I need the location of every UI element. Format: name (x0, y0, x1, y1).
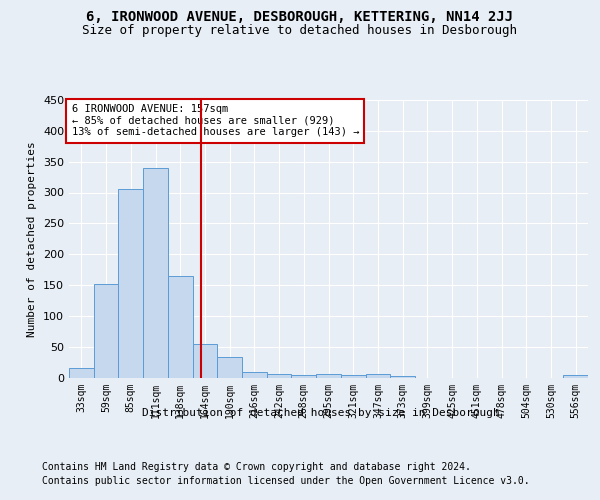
Bar (94, 284, 118, 378)
Bar (69, 368, 94, 378)
Bar (217, 357, 242, 378)
Bar (563, 375, 588, 378)
Text: 6 IRONWOOD AVENUE: 157sqm
← 85% of detached houses are smaller (929)
13% of semi: 6 IRONWOOD AVENUE: 157sqm ← 85% of detac… (71, 104, 359, 138)
Y-axis label: Number of detached properties: Number of detached properties (28, 141, 37, 336)
Bar (365, 374, 390, 378)
Bar (242, 372, 267, 378)
Bar (390, 376, 415, 378)
Bar (316, 374, 341, 378)
Bar (267, 374, 292, 378)
Text: 6, IRONWOOD AVENUE, DESBOROUGH, KETTERING, NN14 2JJ: 6, IRONWOOD AVENUE, DESBOROUGH, KETTERIN… (86, 10, 514, 24)
Bar (143, 168, 168, 378)
Text: Contains public sector information licensed under the Open Government Licence v3: Contains public sector information licen… (42, 476, 530, 486)
Text: Distribution of detached houses by size in Desborough: Distribution of detached houses by size … (142, 408, 500, 418)
Bar (341, 375, 365, 378)
Bar (292, 375, 316, 378)
Bar (193, 344, 217, 378)
Text: Contains HM Land Registry data © Crown copyright and database right 2024.: Contains HM Land Registry data © Crown c… (42, 462, 471, 472)
Bar (168, 276, 193, 378)
Text: Size of property relative to detached houses in Desborough: Size of property relative to detached ho… (83, 24, 517, 37)
Bar (118, 189, 143, 378)
